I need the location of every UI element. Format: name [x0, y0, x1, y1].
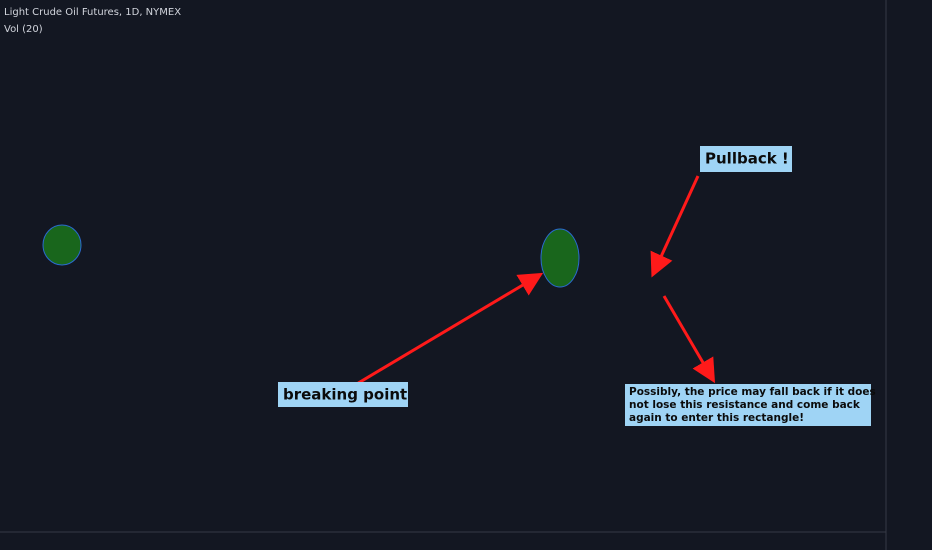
note: Possibly, the price may fall back if it … [629, 386, 876, 398]
highlight-circle [540, 228, 580, 288]
chart-title: Light Crude Oil Futures, 1D, NYMEX [4, 7, 181, 18]
highlight-circle [42, 224, 82, 266]
subtitle: Vol (20) [4, 24, 43, 35]
note: not lose this resistance and come back [629, 399, 861, 411]
note-box [625, 384, 871, 426]
note-box [278, 382, 408, 407]
note: again to enter this rectangle! [629, 412, 804, 424]
note-box [700, 146, 792, 172]
arrow [354, 272, 544, 387]
arrow [662, 295, 716, 384]
note: Pullback ! [705, 150, 789, 168]
arrow [650, 175, 700, 278]
note: breaking point [283, 386, 407, 404]
